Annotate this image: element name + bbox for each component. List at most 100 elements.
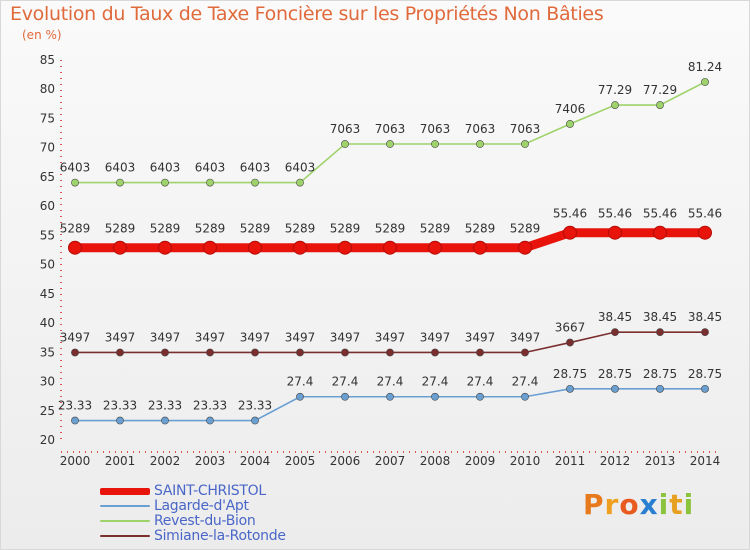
legend-swatch <box>100 488 150 495</box>
x-tick-label: 2007 <box>375 454 406 468</box>
logo-letter: o <box>619 488 640 521</box>
data-label: 28.75 <box>643 367 677 381</box>
logo-letter: x <box>639 488 659 521</box>
x-tick-label: 2006 <box>330 454 361 468</box>
x-tick-label: 2008 <box>420 454 451 468</box>
data-label: 23.33 <box>193 399 227 413</box>
legend-label: Lagarde-d'Apt <box>154 498 249 514</box>
y-tick-label: 55 <box>40 228 55 242</box>
y-tick-label: 40 <box>40 316 55 330</box>
legend-swatch <box>100 505 150 507</box>
legend-item: SAINT-CHRISTOL <box>100 483 360 499</box>
data-point <box>251 178 259 187</box>
legend-label: Simiane-la-Rotonde <box>154 528 286 544</box>
data-point <box>611 328 619 337</box>
y-tick-label: 70 <box>40 141 55 155</box>
data-label: 5289 <box>285 222 316 236</box>
data-point <box>701 328 709 337</box>
x-tick-label: 2014 <box>690 454 721 468</box>
data-label: 3497 <box>195 330 226 344</box>
data-point <box>608 225 622 240</box>
data-point <box>296 178 304 187</box>
data-label: 3497 <box>240 330 271 344</box>
data-point <box>71 178 79 187</box>
data-label: 38.45 <box>643 310 677 324</box>
data-point <box>296 348 304 357</box>
legend-label: Revest-du-Bion <box>154 513 256 529</box>
data-label: 3497 <box>285 330 316 344</box>
logo-letter: t <box>669 488 684 521</box>
y-tick-label: 30 <box>40 375 55 389</box>
data-point <box>206 416 214 425</box>
data-label: 28.75 <box>688 367 722 381</box>
x-tick-label: 2001 <box>105 454 136 468</box>
data-point <box>68 240 82 255</box>
data-point <box>251 348 259 357</box>
data-point <box>653 225 667 240</box>
data-point <box>386 348 394 357</box>
data-label: 23.33 <box>148 399 182 413</box>
logo-letter: i <box>683 488 695 521</box>
data-label: 5289 <box>240 222 271 236</box>
data-label: 7063 <box>420 122 451 136</box>
data-point <box>431 392 439 401</box>
data-label: 27.4 <box>377 375 404 389</box>
x-tick-label: 2002 <box>150 454 181 468</box>
data-label: 23.33 <box>58 399 92 413</box>
data-point <box>701 78 709 86</box>
data-label: 81.24 <box>688 60 722 74</box>
data-label: 6403 <box>285 161 316 175</box>
line-chart: 20 25 30 35 40 45 50 55 60 65 70 75 80 85 2000 2001 2002… <box>40 53 722 468</box>
data-label: 5289 <box>60 222 91 236</box>
data-point <box>473 240 487 255</box>
data-point <box>476 392 484 401</box>
data-label: 77.29 <box>598 83 632 97</box>
data-point <box>428 240 442 255</box>
y-tick-label: 20 <box>40 433 55 447</box>
data-point <box>566 338 574 347</box>
data-point <box>701 384 709 393</box>
data-label: 5289 <box>375 222 406 236</box>
data-point <box>656 328 664 337</box>
data-label: 3497 <box>150 330 181 344</box>
data-label: 3667 <box>555 321 586 335</box>
data-point <box>656 384 664 393</box>
data-point <box>476 348 484 357</box>
data-label: 7063 <box>510 122 541 136</box>
proxiti-logo: Proxiti <box>583 488 694 521</box>
x-tick-label: 2011 <box>555 454 586 468</box>
data-label: 7406 <box>555 102 586 116</box>
data-label: 3497 <box>60 330 91 344</box>
data-label: 3497 <box>510 330 541 344</box>
data-point <box>338 240 352 255</box>
data-point <box>383 240 397 255</box>
data-point <box>206 348 214 357</box>
legend-item: Lagarde-d'Apt <box>100 498 360 514</box>
data-point <box>158 240 172 255</box>
data-label: 5289 <box>105 222 136 236</box>
data-point <box>656 101 664 109</box>
y-tick-label: 85 <box>40 53 55 67</box>
y-tick-label: 35 <box>40 345 55 359</box>
data-point <box>161 348 169 357</box>
x-tick-label: 2012 <box>600 454 631 468</box>
y-tick-label: 25 <box>40 404 55 418</box>
data-point <box>203 240 217 255</box>
data-label: 23.33 <box>103 399 137 413</box>
data-point <box>116 178 124 187</box>
data-label: 5289 <box>195 222 226 236</box>
data-label: 6403 <box>240 161 271 175</box>
data-label: 7063 <box>465 122 496 136</box>
data-point <box>161 416 169 425</box>
data-label: 5289 <box>150 222 181 236</box>
data-point <box>431 140 439 148</box>
data-point <box>341 348 349 357</box>
y-tick-label: 45 <box>40 287 55 301</box>
data-label: 55.46 <box>553 207 587 221</box>
data-label: 5289 <box>420 222 451 236</box>
data-label: 55.46 <box>688 207 722 221</box>
data-label: 38.45 <box>598 310 632 324</box>
data-point <box>341 140 349 148</box>
data-label: 5289 <box>330 222 361 236</box>
